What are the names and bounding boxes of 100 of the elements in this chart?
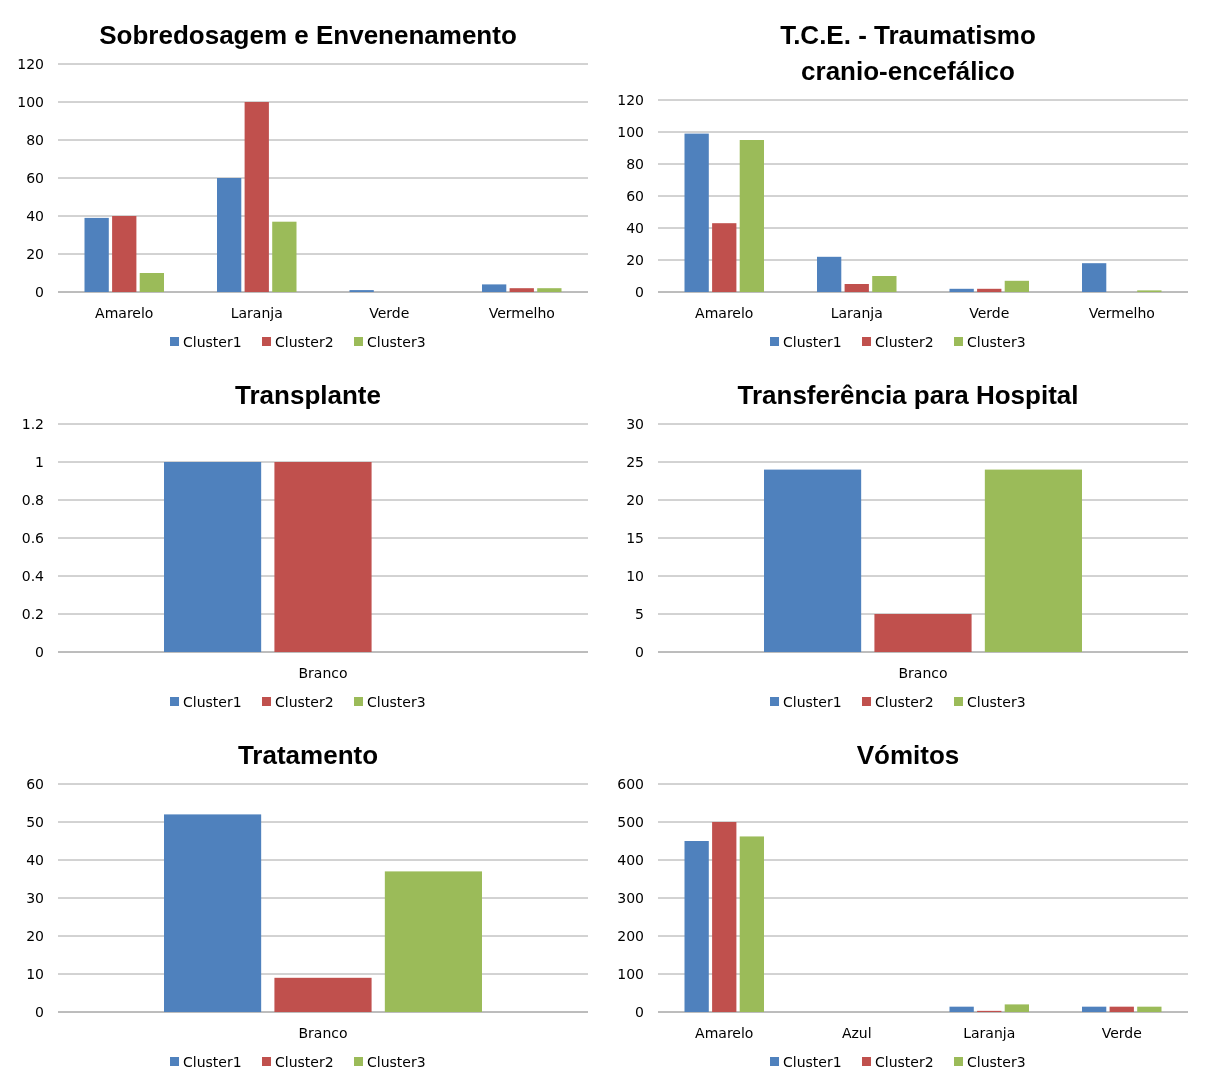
legend-label: Cluster3 [367, 693, 426, 710]
chart-title: Vómitos [856, 740, 960, 770]
x-tick-label: Vermelho [488, 305, 555, 321]
legend-label: Cluster2 [875, 333, 934, 350]
y-tick-label: 1.2 [21, 415, 44, 432]
y-tick-label: 0 [635, 1003, 644, 1020]
x-tick-label: Amarelo [695, 1025, 754, 1041]
x-tick-label: Vermelho [1088, 305, 1155, 321]
y-tick-label: 40 [626, 219, 644, 236]
y-tick-label: 500 [617, 813, 644, 830]
y-tick-label: 100 [17, 93, 44, 110]
y-tick-label: 10 [26, 965, 44, 982]
legend-label: Cluster2 [875, 693, 934, 710]
y-tick-label: 20 [626, 251, 644, 268]
y-tick-label: 0 [35, 1003, 44, 1020]
y-tick-label: 0.2 [21, 605, 44, 622]
y-tick-label: 40 [26, 207, 44, 224]
bar [112, 216, 137, 292]
chart-title: Tratamento [237, 740, 379, 770]
y-tick-label: 0 [35, 643, 44, 660]
legend-label: Cluster2 [275, 693, 334, 710]
bar [1137, 1006, 1162, 1012]
bar [139, 273, 164, 292]
y-tick-label: 80 [626, 155, 644, 172]
y-tick-label: 25 [626, 453, 644, 470]
y-tick-label: 400 [617, 851, 644, 868]
bar [684, 841, 709, 1012]
bar [977, 288, 1002, 292]
legend-label: Cluster2 [275, 333, 334, 350]
legend-label: Cluster2 [275, 1053, 334, 1070]
y-tick-label: 300 [617, 889, 644, 906]
chart-title: Sobredosagem e Envenenamento [99, 20, 517, 50]
bar [217, 178, 242, 292]
bar [384, 871, 482, 1012]
x-tick-label: Branco [298, 1025, 348, 1041]
chart-title: Transferência para Hospital [737, 380, 1079, 410]
bar [949, 288, 974, 292]
x-tick-label: Verde [969, 305, 1010, 321]
x-tick-label: Laranja [230, 305, 283, 321]
y-tick-label: 0 [635, 283, 644, 300]
y-tick-label: 60 [26, 169, 44, 186]
y-tick-label: 5 [635, 605, 644, 622]
bar [1004, 280, 1029, 292]
bar [274, 977, 372, 1012]
y-tick-label: 600 [617, 775, 644, 792]
bar [739, 140, 764, 292]
legend-label: Cluster3 [967, 1053, 1026, 1070]
legend-label: Cluster1 [783, 333, 842, 350]
y-tick-label: 120 [17, 55, 44, 72]
bar [244, 102, 269, 292]
y-tick-label: 10 [626, 567, 644, 584]
y-tick-label: 20 [626, 491, 644, 508]
bar [739, 836, 764, 1012]
bar [509, 288, 534, 292]
x-tick-label: Branco [298, 665, 348, 681]
y-tick-label: 20 [26, 927, 44, 944]
bar [1109, 1006, 1134, 1012]
y-tick-label: 120 [617, 91, 644, 108]
x-tick-label: Branco [898, 665, 948, 681]
y-tick-label: 40 [26, 851, 44, 868]
y-tick-label: 50 [26, 813, 44, 830]
y-tick-label: 200 [617, 927, 644, 944]
bar [482, 284, 507, 292]
legend-label: Cluster1 [183, 333, 242, 350]
legend-label: Cluster1 [783, 1053, 842, 1070]
bar [1082, 1006, 1107, 1012]
bar [817, 256, 842, 292]
legend-label: Cluster1 [183, 693, 242, 710]
legend-label: Cluster3 [967, 693, 1026, 710]
bar [844, 284, 869, 292]
y-tick-label: 60 [626, 187, 644, 204]
bar [1004, 1004, 1029, 1012]
y-tick-label: 100 [617, 965, 644, 982]
y-tick-label: 60 [26, 775, 44, 792]
x-tick-label: Amarelo [95, 305, 154, 321]
y-tick-label: 0.4 [21, 567, 45, 584]
legend-label: Cluster3 [367, 1053, 426, 1070]
bar [949, 1006, 974, 1012]
bar [684, 133, 709, 292]
bar [272, 221, 297, 292]
y-tick-label: 1 [35, 453, 44, 470]
y-tick-label: 0 [35, 283, 44, 300]
y-tick-label: 30 [26, 889, 44, 906]
bar [712, 822, 737, 1012]
bar [872, 276, 897, 292]
x-tick-label: Laranja [830, 305, 883, 321]
x-tick-label: Azul [841, 1025, 872, 1041]
bar [84, 217, 109, 292]
y-tick-label: 0 [635, 643, 644, 660]
bar [712, 223, 737, 292]
y-tick-label: 0.8 [21, 491, 44, 508]
y-tick-label: 80 [26, 131, 44, 148]
x-tick-label: Amarelo [695, 305, 754, 321]
y-tick-label: 15 [626, 529, 644, 546]
y-tick-label: 100 [617, 123, 644, 140]
legend-label: Cluster1 [183, 1053, 242, 1070]
legend-label: Cluster2 [875, 1053, 934, 1070]
bar [164, 814, 262, 1012]
y-tick-label: 0.6 [21, 529, 45, 546]
legend-label: Cluster3 [967, 333, 1026, 350]
